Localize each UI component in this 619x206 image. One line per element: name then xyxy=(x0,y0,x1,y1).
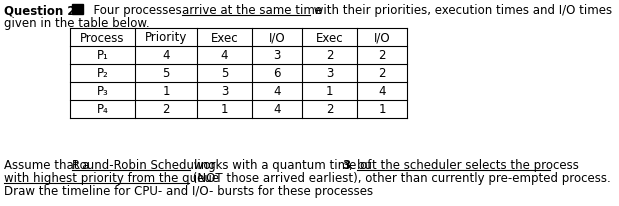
Text: 1: 1 xyxy=(221,103,228,116)
Text: 2: 2 xyxy=(378,49,386,62)
Text: I/O: I/O xyxy=(269,31,285,44)
Text: 4: 4 xyxy=(162,49,170,62)
Text: Question 2: Question 2 xyxy=(4,4,76,17)
Text: 2: 2 xyxy=(326,49,333,62)
Text: 2: 2 xyxy=(378,67,386,80)
Text: Four processes: Four processes xyxy=(86,4,186,17)
Text: with their priorities, execution times and I/O times: with their priorities, execution times a… xyxy=(310,4,612,17)
Text: 2: 2 xyxy=(326,103,333,116)
Bar xyxy=(72,5,83,15)
Text: P₁: P₁ xyxy=(97,49,108,62)
Text: 4: 4 xyxy=(378,85,386,98)
Text: works with a quantum time of: works with a quantum time of xyxy=(190,158,375,171)
Text: Exec: Exec xyxy=(210,31,238,44)
Text: Round-Robin Scheduling: Round-Robin Scheduling xyxy=(72,158,216,171)
Text: 2: 2 xyxy=(162,103,170,116)
Text: 3: 3 xyxy=(326,67,333,80)
Text: arrive at the same time: arrive at the same time xyxy=(182,4,322,17)
Text: 5: 5 xyxy=(221,67,228,80)
Text: P₂: P₂ xyxy=(97,67,108,80)
Text: Draw the timeline for CPU- and I/O- bursts for these processes: Draw the timeline for CPU- and I/O- burs… xyxy=(4,184,373,197)
Text: but the scheduler selects the process: but the scheduler selects the process xyxy=(357,158,579,171)
Text: P₄: P₄ xyxy=(97,103,108,116)
Text: 1: 1 xyxy=(162,85,170,98)
Text: 3: 3 xyxy=(221,85,228,98)
Text: with highest priority from the queue: with highest priority from the queue xyxy=(4,171,219,184)
Text: I/O: I/O xyxy=(374,31,391,44)
Text: 1: 1 xyxy=(326,85,333,98)
Text: P₃: P₃ xyxy=(97,85,108,98)
Text: Exec: Exec xyxy=(316,31,344,44)
Text: 3: 3 xyxy=(342,158,350,171)
Text: 4: 4 xyxy=(273,103,281,116)
Text: Process: Process xyxy=(80,31,125,44)
Text: given in the table below.: given in the table below. xyxy=(4,17,150,30)
Text: Priority: Priority xyxy=(145,31,187,44)
Text: 3: 3 xyxy=(274,49,280,62)
Text: 6: 6 xyxy=(273,67,281,80)
Text: (NOT those arrived earliest), other than currently pre-empted process.: (NOT those arrived earliest), other than… xyxy=(189,171,611,184)
Text: 1: 1 xyxy=(378,103,386,116)
Text: 4: 4 xyxy=(221,49,228,62)
Text: Assume that a: Assume that a xyxy=(4,158,93,171)
Text: 5: 5 xyxy=(162,67,170,80)
Text: 4: 4 xyxy=(273,85,281,98)
Text: ,: , xyxy=(349,158,357,171)
